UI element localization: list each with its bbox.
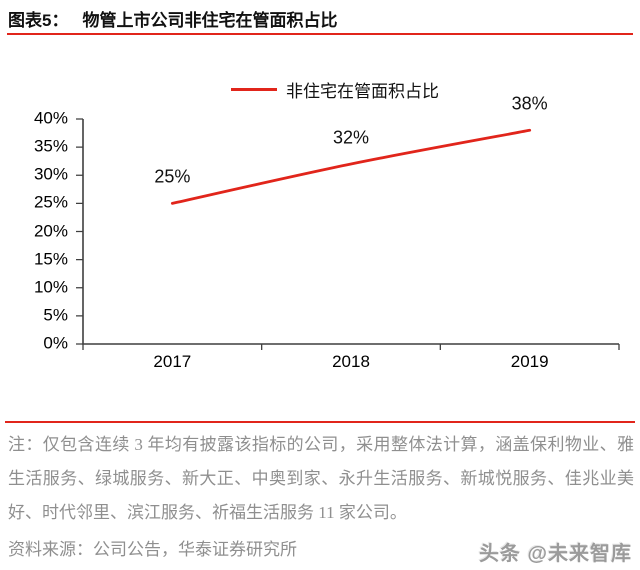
y-axis-tick-label: 25% — [33, 192, 68, 212]
chart-axis-ticks — [76, 118, 620, 350]
figure-title: 物管上市公司非住宅在管面积占比 — [82, 11, 338, 30]
watermark-toutiao: 头条 @未来智库 — [478, 543, 632, 565]
y-axis-tick-label: 35% — [33, 136, 68, 156]
y-axis-tick-label: 5% — [43, 305, 68, 325]
chart-axes — [82, 119, 619, 345]
data-point-label: 25% — [154, 166, 191, 187]
legend-line-marker — [231, 88, 277, 91]
footer-divider — [5, 421, 635, 423]
y-axis-tick-label: 40% — [33, 108, 68, 128]
note-text: 注：仅包含连续 3 年均有披露该指标的公司，采用整体法计算，涵盖保利物业、雅生活… — [8, 435, 634, 522]
x-axis-tick-label: 2019 — [510, 352, 549, 371]
y-axis-tick-label: 10% — [33, 277, 68, 297]
y-axis-tick-label: 15% — [33, 249, 68, 269]
y-axis-tick-label: 0% — [43, 333, 68, 353]
y-axis-tick-label: 20% — [33, 221, 68, 241]
legend-label: 非住宅在管面积占比 — [286, 82, 439, 101]
chart-legend: 非住宅在管面积占比 — [15, 77, 640, 102]
series-line — [170, 128, 532, 205]
data-point-label: 32% — [332, 127, 370, 148]
source-text: 资料来源：公司公告，华泰证券研究所 — [8, 540, 297, 559]
x-axis-tick-label: 2017 — [153, 352, 192, 371]
figure-number-label: 图表5： — [8, 11, 69, 30]
data-point-label: 38% — [511, 93, 548, 114]
x-axis-tick-label: 2018 — [332, 352, 370, 371]
figure-title-row: 图表5： 物管上市公司非住宅在管面积占比 — [8, 6, 337, 31]
title-underline — [7, 33, 633, 35]
y-axis-tick-label: 30% — [33, 164, 68, 184]
